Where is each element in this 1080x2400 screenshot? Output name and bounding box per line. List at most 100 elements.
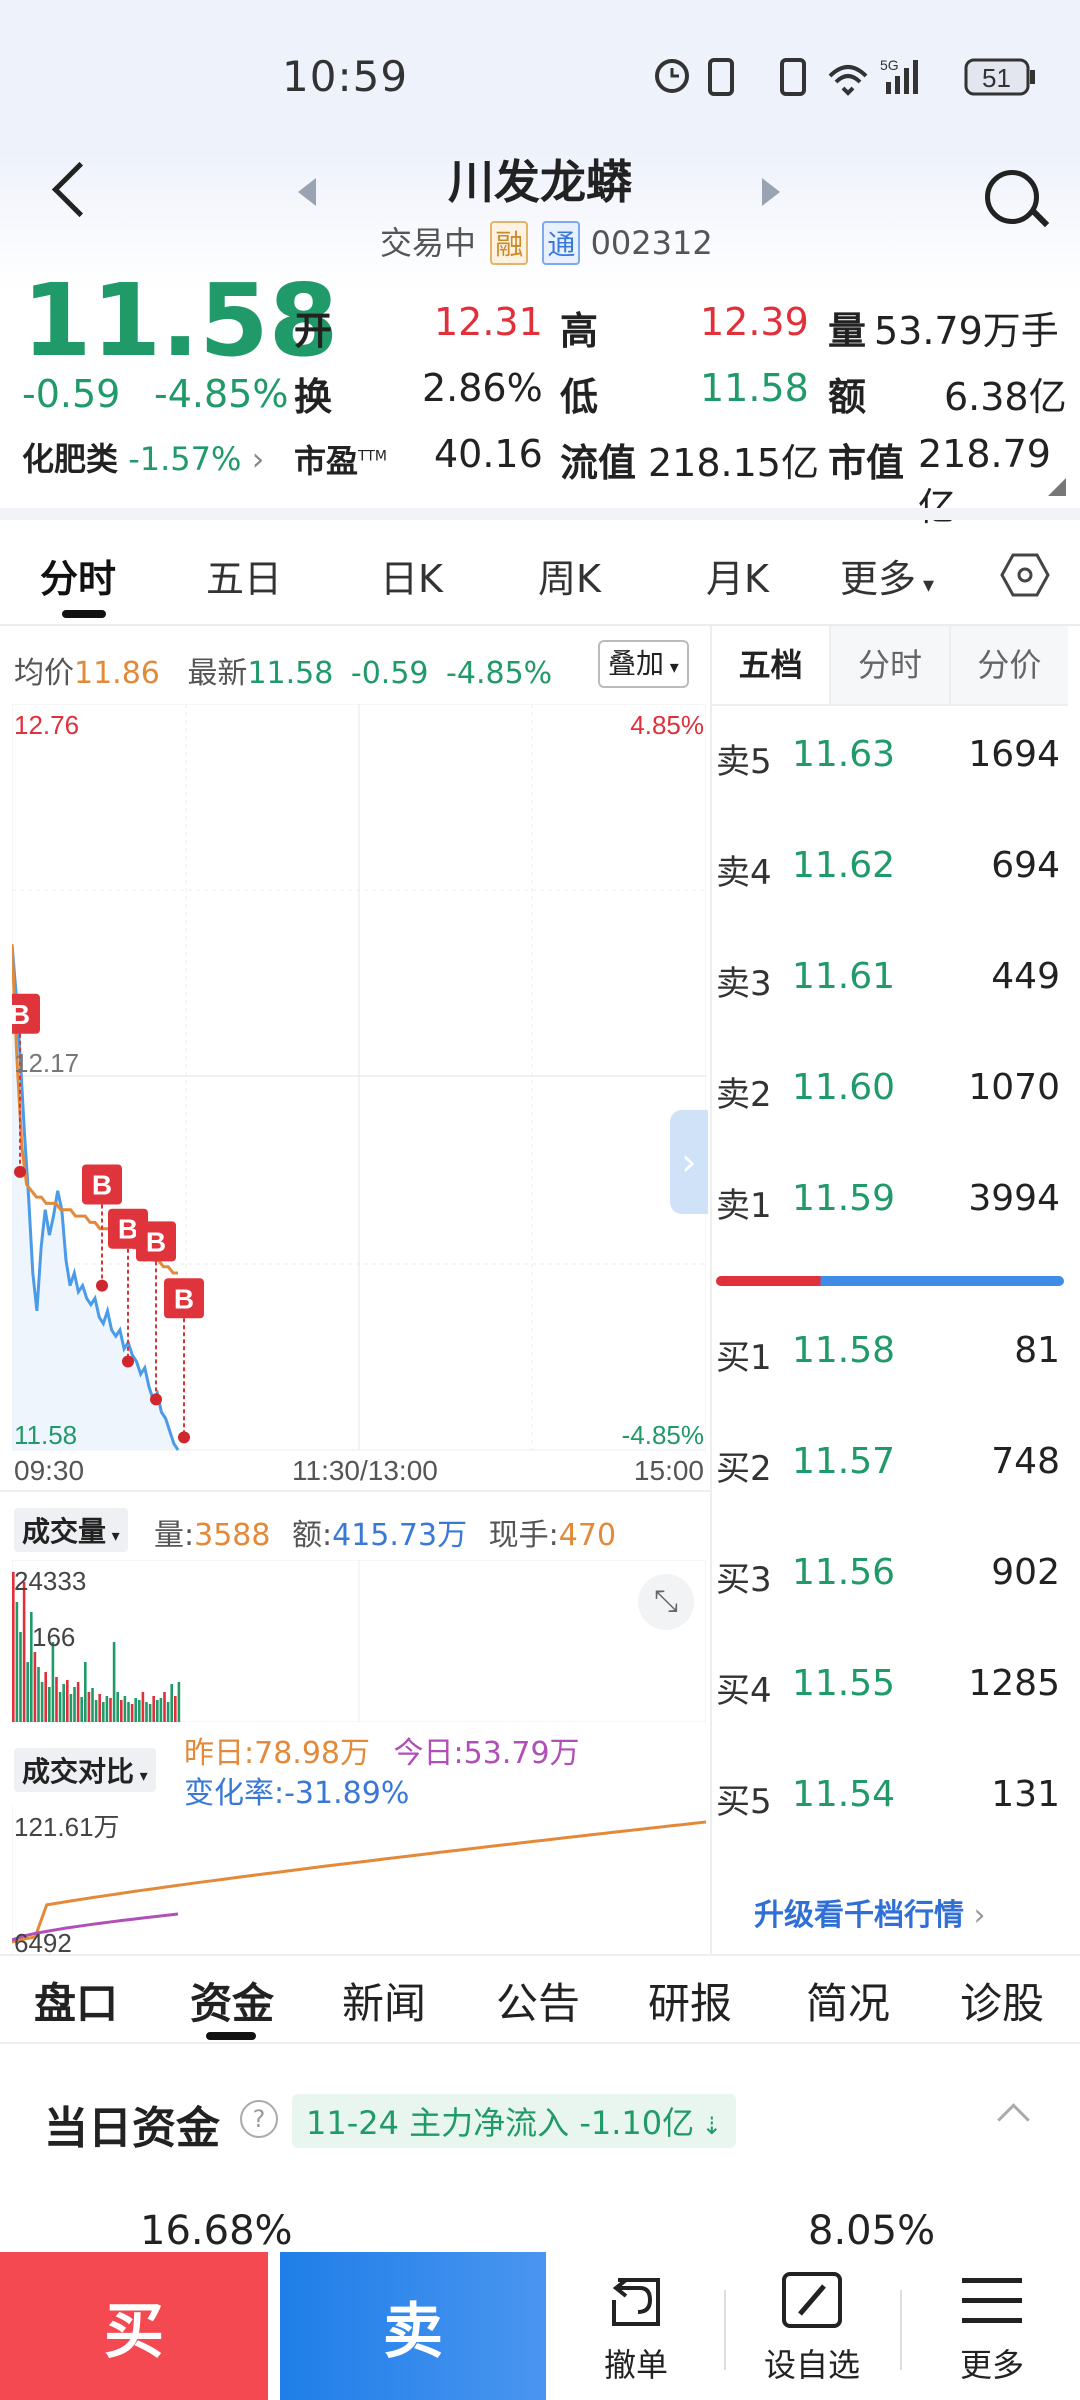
depth-tab-ticks[interactable]: 分时 xyxy=(831,626,951,704)
clock: 10:59 xyxy=(282,52,409,101)
compare-chart[interactable]: 121.61万 6492 xyxy=(12,1806,706,1956)
volume-bar xyxy=(163,1692,166,1722)
buy-marker xyxy=(136,1221,176,1262)
next-stock-icon[interactable] xyxy=(762,178,780,206)
depth-tab-five[interactable]: 五档 xyxy=(712,626,832,704)
bid-level: 买5 xyxy=(716,1782,772,1822)
ask-row[interactable]: 卖5 11.63 1694 xyxy=(716,734,1064,784)
ask-row[interactable]: 卖4 11.62 694 xyxy=(716,845,1064,895)
volume-bar xyxy=(73,1687,76,1722)
help-icon[interactable]: ? xyxy=(240,2100,278,2138)
ask-volume: 3994 xyxy=(968,1178,1060,1219)
status-bar xyxy=(0,0,1080,150)
stock-subtitle: 交易中 融 通 002312 xyxy=(380,218,713,265)
ask-price: 11.59 xyxy=(792,1178,896,1219)
volume-bar xyxy=(123,1696,127,1722)
tab-intraday[interactable]: 分时 xyxy=(40,557,117,601)
sector-link[interactable]: 化肥类 -1.57% › xyxy=(22,434,264,480)
bid-row[interactable]: 买5 11.54 131 xyxy=(716,1774,1064,1824)
avg-price: 11.86 xyxy=(74,656,160,691)
tab-monthly-k[interactable]: 月K xyxy=(706,557,769,601)
tab-research[interactable]: 研报 xyxy=(648,1979,733,2028)
collapse-icon[interactable] xyxy=(997,2103,1030,2136)
funds-right-pct: 8.05% xyxy=(808,2208,936,2254)
bid-row[interactable]: 买4 11.55 1285 xyxy=(716,1663,1064,1713)
volume-bar xyxy=(177,1682,181,1722)
compare-selector[interactable]: 成交对比 ▾ xyxy=(14,1748,156,1792)
volume-selector[interactable]: 成交量 ▾ xyxy=(14,1508,128,1552)
search-icon[interactable] xyxy=(985,170,1039,224)
ask-row[interactable]: 卖3 11.61 449 xyxy=(716,956,1064,1006)
ask-price: 11.60 xyxy=(792,1067,896,1108)
tab-more[interactable]: 更多 ▾ xyxy=(840,557,935,601)
volume-bar xyxy=(145,1702,148,1722)
volume-chart[interactable]: 24333 166 xyxy=(12,1560,706,1722)
tab-daily-k[interactable]: 日K xyxy=(380,557,443,601)
bottom-tab-indicator xyxy=(206,2032,256,2040)
tab-funds[interactable]: 资金 xyxy=(190,1979,275,2028)
bid-row[interactable]: 买1 11.58 81 xyxy=(716,1330,1064,1380)
tab-order-book[interactable]: 盘口 xyxy=(34,1979,119,2028)
overlay-button[interactable]: 叠加 ▾ xyxy=(598,640,689,688)
caret-down-icon: ▾ xyxy=(664,657,679,678)
stock-name: 川发龙蟒 xyxy=(448,155,632,209)
ask-volume: 449 xyxy=(991,956,1060,997)
add-watchlist-button[interactable]: 设自选 xyxy=(763,2346,860,2384)
sector-change: -1.57% xyxy=(128,440,242,478)
tab-weekly-k[interactable]: 周K xyxy=(538,557,601,601)
volume-bar xyxy=(48,1687,51,1722)
bid-volume: 1285 xyxy=(968,1663,1060,1704)
volume-bar xyxy=(120,1700,123,1722)
price-line xyxy=(12,944,180,1451)
settings-hexagon-icon[interactable] xyxy=(1000,552,1050,598)
marker-dot xyxy=(122,1355,134,1368)
marker-dot xyxy=(96,1279,108,1292)
volume-bar xyxy=(166,1702,170,1722)
volume-bar xyxy=(102,1702,105,1722)
volume-bar xyxy=(12,1572,15,1722)
price-change-pct: -4.85% xyxy=(154,372,289,416)
ask-row[interactable]: 卖1 11.59 3994 xyxy=(716,1178,1064,1228)
bid-row[interactable]: 买2 11.57 748 xyxy=(716,1441,1064,1491)
cancel-order-button[interactable]: 撤单 xyxy=(603,2346,668,2384)
more-button[interactable]: 更多 xyxy=(959,2346,1024,2384)
menu-icon[interactable] xyxy=(960,2274,1024,2330)
tab-diagnosis[interactable]: 诊股 xyxy=(960,1979,1045,2028)
market-cap-label: 市值 xyxy=(828,441,905,485)
tab-announcements[interactable]: 公告 xyxy=(496,1979,581,2028)
trading-status: 交易中 xyxy=(380,224,477,262)
vibrate-icon xyxy=(708,58,734,96)
today-line xyxy=(12,1912,179,1942)
ask-level: 卖3 xyxy=(716,964,772,1004)
upgrade-link[interactable]: 升级看千档行情 › xyxy=(754,1898,986,1933)
add-watchlist-icon[interactable] xyxy=(780,2270,844,2330)
open-label: 开 xyxy=(294,309,333,353)
turnover-label: 换 xyxy=(294,375,333,419)
ask-row[interactable]: 卖2 11.60 1070 xyxy=(716,1067,1064,1117)
buy-marker-label: B xyxy=(174,1283,194,1314)
intraday-chart[interactable]: BBB BB 12.76 4.85% 12.17 11.58 -4.85% 09:… xyxy=(12,704,706,1484)
collapse-panel-icon[interactable]: › xyxy=(670,1110,708,1214)
sell-button[interactable]: 卖 xyxy=(280,2252,546,2400)
stock-code: 002312 xyxy=(590,224,713,262)
tab-profile[interactable]: 简况 xyxy=(806,1979,891,2028)
chevron-right-icon: › xyxy=(964,1898,986,1933)
bid-row[interactable]: 买3 11.56 902 xyxy=(716,1552,1064,1602)
prev-stock-icon[interactable] xyxy=(298,178,316,206)
cancel-order-icon[interactable] xyxy=(604,2270,668,2330)
tab-news[interactable]: 新闻 xyxy=(342,1979,427,2028)
buy-marker xyxy=(164,1278,204,1319)
caret-down-icon: ▾ xyxy=(134,1766,148,1785)
low-label: 低 xyxy=(560,375,599,419)
arrow-down-icon: ⇣ xyxy=(694,2112,722,2140)
bid-level: 买3 xyxy=(716,1560,772,1600)
buy-button[interactable]: 买 xyxy=(0,2252,268,2400)
expand-corner-icon[interactable] xyxy=(1048,478,1066,496)
volume-bar xyxy=(40,1682,44,1722)
depth-tab-price[interactable]: 分价 xyxy=(950,626,1068,704)
tab-five-day[interactable]: 五日 xyxy=(206,557,283,601)
volume-bar xyxy=(105,1696,109,1722)
y-top-pct-label: 4.85% xyxy=(630,710,704,740)
fullscreen-icon[interactable]: ⤡ xyxy=(638,1574,694,1630)
low-value: 11.58 xyxy=(700,366,809,410)
